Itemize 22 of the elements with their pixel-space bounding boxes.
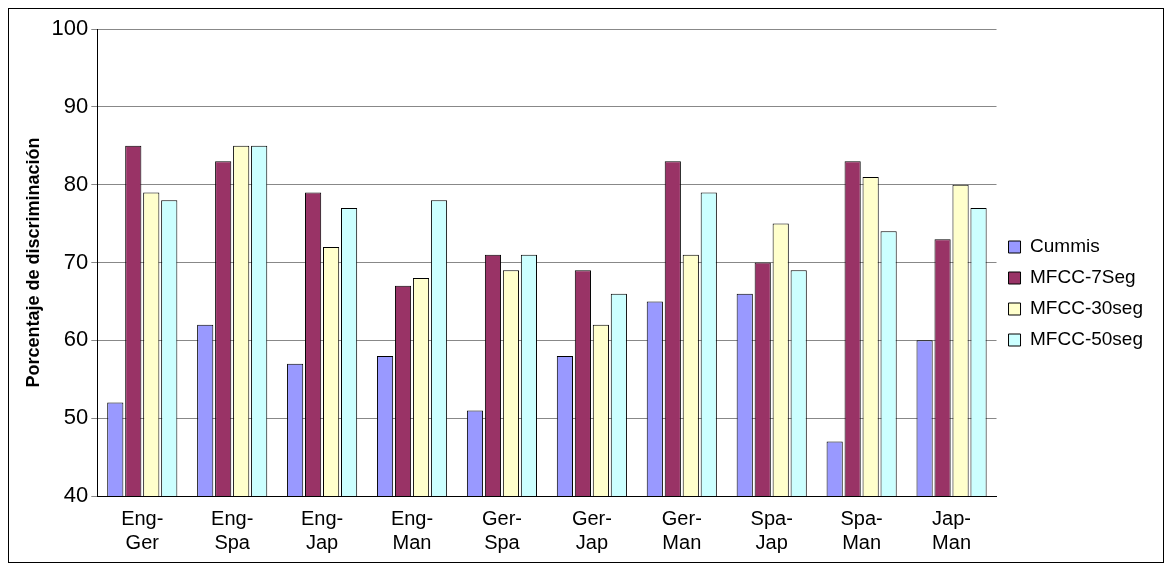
x-tick-label: Ger-Spa — [481, 506, 522, 553]
y-axis-title: Porcentaje de discriminación — [22, 137, 43, 388]
legend-label: MFCC-50seg — [1030, 328, 1144, 350]
x-tick-label: Ger-Jap — [571, 506, 612, 553]
x-tick-label: Eng-Man — [390, 506, 434, 553]
y-tick-label: 50 — [63, 404, 89, 430]
y-tick-label: 40 — [63, 482, 89, 508]
x-tick-label: Jap-Man — [932, 506, 972, 553]
y-tick-label: 80 — [63, 170, 89, 196]
x-tick-label: Eng-Ger — [121, 506, 164, 553]
x-tick-label: Spa-Man — [840, 506, 883, 553]
y-tick-label: 70 — [63, 248, 89, 274]
y-tick-label: 90 — [63, 92, 89, 118]
legend-label: MFCC-7Seg — [1030, 266, 1136, 288]
legend-label: Cummis — [1030, 235, 1100, 257]
legend-label: MFCC-30seg — [1030, 297, 1144, 319]
y-tick-label: 100 — [51, 15, 89, 41]
x-tick-label: Eng-Jap — [300, 506, 344, 553]
x-tick-label: Eng-Spa — [211, 506, 254, 553]
x-tick-label: Spa-Jap — [750, 506, 793, 553]
x-tick-label: Ger-Man — [661, 506, 702, 553]
y-tick-label: 60 — [63, 326, 89, 352]
